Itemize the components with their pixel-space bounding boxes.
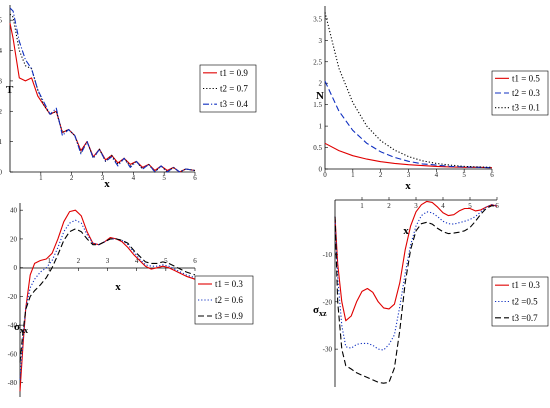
y-tick-label: 5 bbox=[0, 17, 3, 25]
chart-panel-3: 1 2 3 4 5 6 -80 -60 -40 -20 0 20 40 x σxx t1 = 0.3 t2 = … bbox=[8, 203, 254, 397]
legend-entry-3: t3 = 0.4 bbox=[220, 99, 248, 109]
y-tick-label: 20 bbox=[10, 235, 18, 243]
y-tick-label: -20 bbox=[323, 298, 333, 306]
x-tick-label: 6 bbox=[193, 257, 197, 265]
x-axis-label: x bbox=[405, 180, 411, 192]
legend: t1 = 0.5 t2 = 0.3 t3 = 0.1 bbox=[491, 70, 549, 116]
y-tick-label: 1 bbox=[319, 123, 323, 131]
y-tick-label: 4 bbox=[0, 47, 3, 55]
x-axis-label: x bbox=[104, 178, 110, 190]
x-tick-label: 3 bbox=[101, 174, 105, 182]
legend-entry-3: t3 = 0.9 bbox=[215, 311, 243, 321]
x-tick-label: 0 bbox=[323, 171, 327, 179]
legend-entry-3: t3 = 0.1 bbox=[512, 103, 540, 113]
y-tick-label: -60 bbox=[8, 350, 18, 358]
series-line-3 bbox=[19, 228, 196, 363]
y-axis-label: σxx bbox=[14, 321, 28, 335]
y-tick-label: 40 bbox=[10, 207, 18, 215]
y-tick-label: 3.5 bbox=[313, 15, 322, 23]
series-line-2 bbox=[334, 204, 498, 351]
x-tick-label: 1 bbox=[360, 202, 364, 210]
legend: t1 = 0.3 t2 = 0.6 t3 = 0.9 bbox=[194, 275, 254, 325]
legend-entry-1: t1 = 0.3 bbox=[512, 280, 540, 290]
x-axis-label: x bbox=[115, 281, 121, 293]
y-tick-label: 3 bbox=[0, 77, 3, 85]
x-tick-label: 5 bbox=[162, 174, 166, 182]
x-tick-label: 4 bbox=[435, 171, 439, 179]
y-axis-label: N bbox=[316, 90, 324, 102]
x-tick-label: 6 bbox=[193, 174, 197, 182]
x-tick-label: 1 bbox=[351, 171, 355, 179]
series-line-3 bbox=[324, 12, 493, 168]
x-tick-label: 4 bbox=[441, 202, 445, 210]
y-tick-label: 1.5 bbox=[313, 101, 322, 109]
x-tick-label: 2 bbox=[387, 202, 391, 210]
x-tick-label: 3 bbox=[407, 171, 411, 179]
y-tick-label: 2 bbox=[0, 108, 3, 116]
legend: t1 = 0.9 t2 = 0.7 t3 = 0.4 bbox=[199, 64, 257, 113]
x-tick-label: 5 bbox=[164, 257, 168, 265]
x-tick-label: 3 bbox=[106, 257, 110, 265]
legend-entry-2: t2 = 0.6 bbox=[215, 295, 243, 305]
chart-panel-1: 1 2 3 4 5 6 0 1 2 3 4 5 x Tt1 = 0.9 t2 = 0.7 t3 = 0.4 bbox=[0, 5, 257, 190]
legend-entry-1: t1 = 0.9 bbox=[220, 68, 248, 78]
series-line-2 bbox=[324, 80, 493, 169]
y-tick-label: -40 bbox=[8, 322, 18, 330]
y-axis-label: T bbox=[6, 84, 14, 96]
x-tick-label: 2 bbox=[379, 171, 383, 179]
x-tick-label: 5 bbox=[462, 171, 466, 179]
y-tick-label: 2.5 bbox=[313, 58, 322, 66]
legend-entry-3: t3 =0.7 bbox=[512, 313, 538, 323]
series-line-1 bbox=[19, 209, 196, 392]
series-line-3 bbox=[9, 7, 196, 173]
series-line-3 bbox=[334, 205, 498, 384]
chart-panel-2: 0 1 2 3 4 5 6 0 0.5 1 1.5 2 2.5 3 3.5 x Nt1 = 0.5 t2 = 0.… bbox=[313, 6, 549, 192]
y-tick-label: -20 bbox=[8, 293, 18, 301]
x-tick-label: 1 bbox=[39, 174, 43, 182]
x-tick-label: 6 bbox=[495, 202, 499, 210]
y-tick-label: 0 bbox=[14, 264, 18, 272]
y-tick-label: -10 bbox=[323, 251, 333, 259]
y-tick-label: -80 bbox=[8, 379, 18, 387]
y-tick-label: 3 bbox=[319, 37, 323, 45]
y-tick-label: 0 bbox=[319, 166, 323, 174]
y-tick-label: 0.5 bbox=[313, 144, 322, 152]
x-tick-label: 2 bbox=[77, 257, 81, 265]
y-tick-label: 0 bbox=[0, 169, 3, 177]
legend-entry-2: t2 = 0.3 bbox=[512, 88, 540, 98]
legend-entry-2: t2 = 0.7 bbox=[220, 84, 248, 94]
legend-entry-1: t1 = 0.3 bbox=[215, 279, 243, 289]
x-tick-label: 5 bbox=[468, 202, 472, 210]
series-line-2 bbox=[9, 13, 196, 173]
y-tick-label: 2 bbox=[319, 80, 323, 88]
legend-entry-2: t2 =0.5 bbox=[512, 297, 538, 307]
y-tick-label: -30 bbox=[323, 346, 333, 354]
x-tick-label: 1 bbox=[47, 257, 51, 265]
x-tick-label: 3 bbox=[414, 202, 418, 210]
series-line-1 bbox=[334, 200, 498, 322]
x-tick-label: 4 bbox=[135, 257, 139, 265]
x-tick-label: 6 bbox=[490, 171, 494, 179]
legend: t1 = 0.3 t2 =0.5 t3 =0.7 bbox=[491, 276, 549, 327]
x-axis-label: x bbox=[403, 225, 409, 237]
x-tick-label: 4 bbox=[132, 174, 136, 182]
series-line-1 bbox=[9, 23, 196, 173]
y-tick-label: 1 bbox=[0, 138, 3, 146]
series-line-2 bbox=[19, 219, 196, 380]
x-tick-label: 2 bbox=[70, 174, 74, 182]
series-line-1 bbox=[324, 142, 493, 169]
legend-entry-1: t1 = 0.5 bbox=[512, 73, 540, 83]
